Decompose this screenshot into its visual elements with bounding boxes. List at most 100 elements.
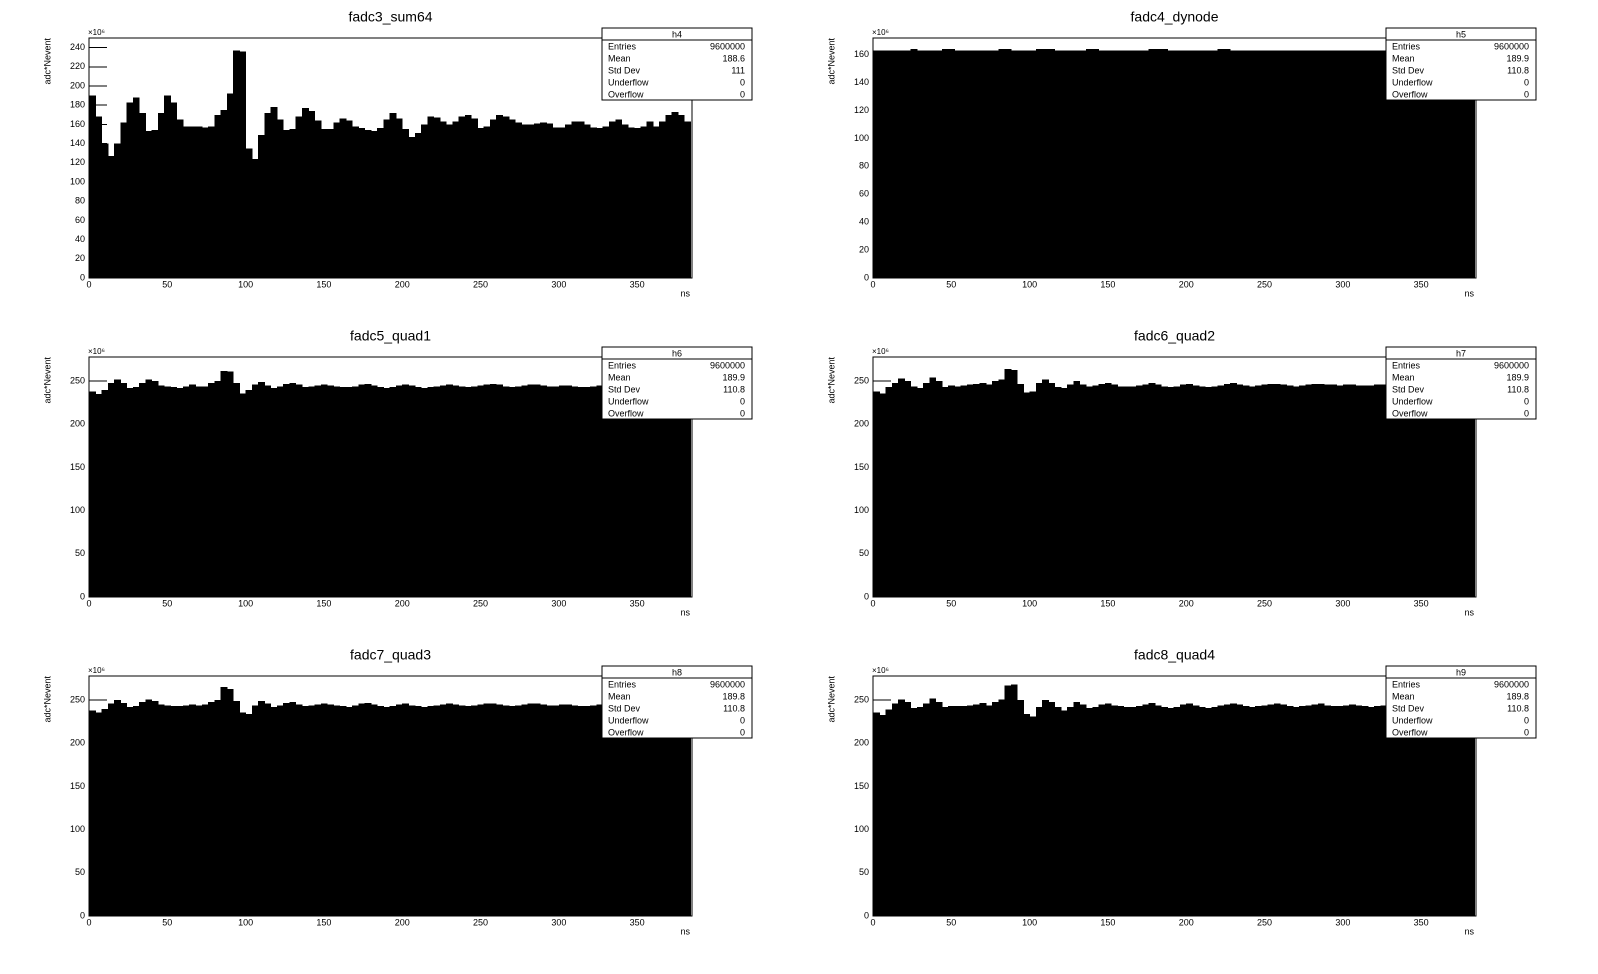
- x-tick-label: 150: [1100, 917, 1115, 927]
- bar: [1418, 384, 1425, 597]
- stats-value: 0: [740, 89, 745, 99]
- bar: [1242, 385, 1250, 597]
- bar: [289, 701, 297, 916]
- stats-value: 111: [731, 65, 745, 75]
- bar: [145, 699, 153, 916]
- bar: [1035, 707, 1043, 916]
- bar: [1035, 382, 1043, 597]
- bar: [402, 129, 410, 278]
- bar: [960, 50, 968, 279]
- bar: [1179, 50, 1187, 279]
- bar: [1154, 705, 1162, 916]
- stats-label: Std Dev: [608, 384, 641, 394]
- stats-value: 189.8: [1506, 691, 1529, 701]
- bar: [1273, 50, 1281, 279]
- bar: [1079, 704, 1087, 916]
- bar: [935, 701, 943, 916]
- bar: [1211, 386, 1219, 597]
- bar: [533, 123, 541, 278]
- bar: [339, 706, 347, 916]
- bar: [439, 121, 447, 279]
- bar: [891, 50, 899, 279]
- bar: [1173, 386, 1181, 597]
- bar: [671, 111, 679, 278]
- bar: [446, 124, 453, 279]
- x-tick-label: 300: [1335, 598, 1350, 608]
- bar: [1317, 383, 1325, 597]
- bar: [95, 394, 103, 597]
- bar: [652, 126, 660, 278]
- stats-label: Mean: [608, 372, 631, 382]
- bar: [1324, 50, 1331, 279]
- bar: [1248, 386, 1256, 597]
- bar: [677, 114, 685, 278]
- bar: [339, 118, 347, 278]
- bar: [1136, 706, 1143, 916]
- bar: [1148, 382, 1156, 597]
- bar: [1205, 387, 1212, 597]
- bar: [333, 386, 341, 597]
- bar: [1255, 385, 1262, 597]
- bar: [973, 704, 981, 916]
- bar: [1161, 707, 1168, 916]
- bar: [126, 102, 134, 278]
- bar: [1098, 704, 1106, 916]
- y-tick-label: 50: [859, 548, 869, 558]
- bar: [596, 704, 604, 916]
- bar: [985, 705, 993, 916]
- bar: [973, 383, 981, 597]
- bar: [408, 705, 416, 916]
- y-tick-label: 100: [854, 133, 869, 143]
- x-tick-label: 350: [630, 917, 645, 927]
- bar: [1198, 386, 1206, 597]
- y-axis-label: adc*Nevent: [42, 38, 52, 85]
- bar: [395, 118, 403, 278]
- bar: [1386, 50, 1394, 279]
- bar: [1010, 684, 1018, 916]
- bar: [565, 704, 572, 916]
- bar: [308, 705, 316, 916]
- x-tick-label: 0: [870, 917, 875, 927]
- bar: [1017, 700, 1024, 916]
- y-tick-label: 200: [70, 738, 85, 748]
- bar: [464, 387, 472, 597]
- bar: [421, 388, 428, 597]
- bar: [1349, 704, 1356, 916]
- bar: [1004, 369, 1012, 597]
- bar: [1154, 49, 1162, 278]
- x-tick-label: 0: [870, 598, 875, 608]
- bar: [998, 379, 1006, 597]
- y-tick-label: 0: [80, 272, 85, 282]
- x-tick-label: 350: [1414, 279, 1429, 289]
- bar: [320, 703, 328, 916]
- bar: [885, 387, 893, 597]
- plot-frame: [872, 37, 1477, 279]
- x-tick-label: 200: [1179, 917, 1194, 927]
- bar: [929, 698, 937, 916]
- stats-label: Underflow: [1392, 77, 1433, 87]
- stats-label: Std Dev: [1392, 703, 1425, 713]
- bar: [1261, 705, 1269, 916]
- x-tick-label: 150: [316, 917, 331, 927]
- stats-value: 9600000: [1494, 679, 1529, 689]
- bar: [1267, 383, 1275, 597]
- stats-value: 0: [740, 77, 745, 87]
- bar: [264, 112, 272, 278]
- bar: [471, 118, 478, 278]
- bar: [935, 381, 943, 597]
- bar: [577, 706, 585, 916]
- bar: [383, 388, 391, 597]
- x-tick-label: 250: [1257, 279, 1272, 289]
- bar: [966, 705, 974, 916]
- bar: [1374, 384, 1381, 597]
- bar: [226, 93, 234, 279]
- bar: [114, 700, 121, 916]
- bar: [960, 385, 968, 597]
- bar: [1048, 701, 1056, 916]
- bar: [684, 385, 691, 597]
- stats-label: Underflow: [608, 715, 649, 725]
- x-tick-label: 50: [946, 279, 956, 289]
- bar: [1380, 705, 1388, 916]
- bar: [596, 128, 604, 278]
- bar: [659, 705, 666, 916]
